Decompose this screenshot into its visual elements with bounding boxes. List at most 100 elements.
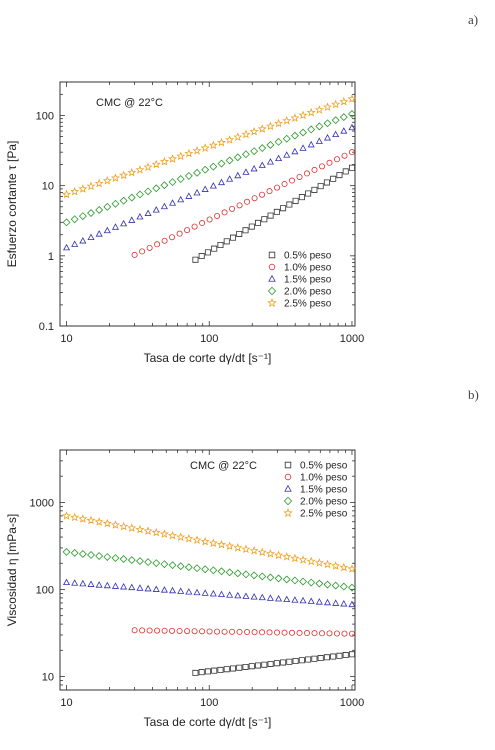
data-point — [217, 178, 226, 186]
series-3 — [62, 110, 356, 227]
data-point — [317, 655, 324, 662]
data-point — [143, 162, 153, 171]
data-point — [323, 654, 330, 661]
data-point — [233, 153, 242, 162]
data-point — [229, 234, 236, 241]
data-point — [248, 223, 255, 230]
data-point — [331, 581, 340, 590]
data-point — [128, 583, 136, 591]
data-point — [234, 171, 242, 179]
data-point — [281, 629, 288, 636]
data-point — [200, 143, 210, 152]
data-point — [290, 553, 300, 563]
data-point — [274, 184, 281, 191]
legend-marker — [267, 297, 277, 308]
data-point — [94, 517, 104, 526]
data-point — [265, 549, 275, 558]
data-point — [154, 241, 161, 248]
data-point — [95, 206, 104, 214]
data-point — [201, 185, 209, 192]
data-point — [274, 574, 283, 583]
shear-stress-chart: 10 100 1000 0.1 1 10 100 Tasa de corte dγ/dt [s… — [5, 81, 364, 365]
x-tick-label: 10 — [60, 697, 72, 709]
data-point — [225, 541, 235, 551]
data-point — [348, 600, 356, 608]
series-2 — [62, 123, 356, 251]
data-point — [348, 123, 356, 131]
data-point — [250, 147, 259, 156]
data-point — [110, 520, 120, 529]
data-point — [223, 238, 230, 245]
data-point — [267, 660, 274, 667]
data-point — [304, 170, 311, 177]
data-point — [71, 240, 79, 247]
series-1 — [131, 627, 355, 637]
data-point — [119, 196, 128, 205]
legend-label: 0.5% peso — [284, 251, 332, 262]
data-point — [332, 599, 340, 606]
data-point — [282, 116, 292, 125]
data-point — [307, 597, 315, 604]
data-point — [226, 591, 234, 598]
data-point — [152, 184, 161, 193]
data-point — [258, 144, 267, 152]
data-point — [333, 630, 340, 637]
data-point — [273, 208, 280, 215]
data-point — [331, 116, 340, 125]
data-point — [119, 521, 129, 531]
x-tick-label: 100 — [200, 333, 218, 345]
data-point — [176, 627, 183, 634]
data-point — [290, 113, 300, 122]
data-point — [323, 179, 330, 186]
data-point — [229, 205, 236, 212]
data-point — [103, 202, 112, 211]
data-point — [217, 590, 226, 598]
data-point — [176, 175, 185, 183]
data-point — [298, 110, 308, 120]
data-point — [292, 197, 299, 204]
data-point — [318, 630, 325, 637]
legend-label: 1.5% peso — [300, 485, 348, 496]
data-point — [314, 558, 324, 567]
data-point — [259, 191, 266, 198]
data-point — [192, 669, 199, 676]
data-point — [161, 627, 168, 634]
series-0 — [192, 164, 355, 263]
data-point — [326, 159, 333, 166]
legend-label: 1.0% peso — [300, 473, 348, 484]
data-point — [209, 589, 217, 597]
panel-label-a: a) — [468, 12, 479, 27]
data-point — [159, 156, 169, 166]
data-point — [266, 629, 273, 636]
data-point — [214, 628, 221, 635]
data-point — [306, 556, 316, 566]
data-point — [299, 144, 307, 151]
data-point — [198, 669, 205, 676]
data-point — [146, 627, 153, 634]
data-point — [139, 627, 146, 634]
data-point — [87, 233, 95, 241]
data-point — [135, 165, 145, 174]
data-point — [159, 529, 169, 538]
data-point — [307, 140, 315, 148]
data-point — [111, 223, 120, 230]
data-point — [87, 209, 95, 218]
y-tick-label: 1000 — [30, 497, 54, 509]
legend-marker — [284, 461, 292, 469]
data-point — [339, 562, 349, 572]
legend-label: 2.5% peso — [300, 509, 348, 520]
y-tick-label: 0.1 — [39, 321, 54, 333]
data-point — [311, 630, 318, 637]
legend-label: 0.5% peso — [300, 461, 348, 472]
data-point — [242, 150, 250, 159]
legend-marker — [268, 274, 276, 282]
data-point — [233, 132, 243, 141]
data-point — [266, 141, 275, 149]
data-point — [192, 256, 199, 263]
series-3 — [62, 547, 356, 592]
data-point — [242, 570, 250, 579]
data-point — [296, 629, 303, 636]
data-point — [307, 578, 316, 587]
data-point — [315, 122, 324, 131]
data-point — [290, 131, 299, 140]
